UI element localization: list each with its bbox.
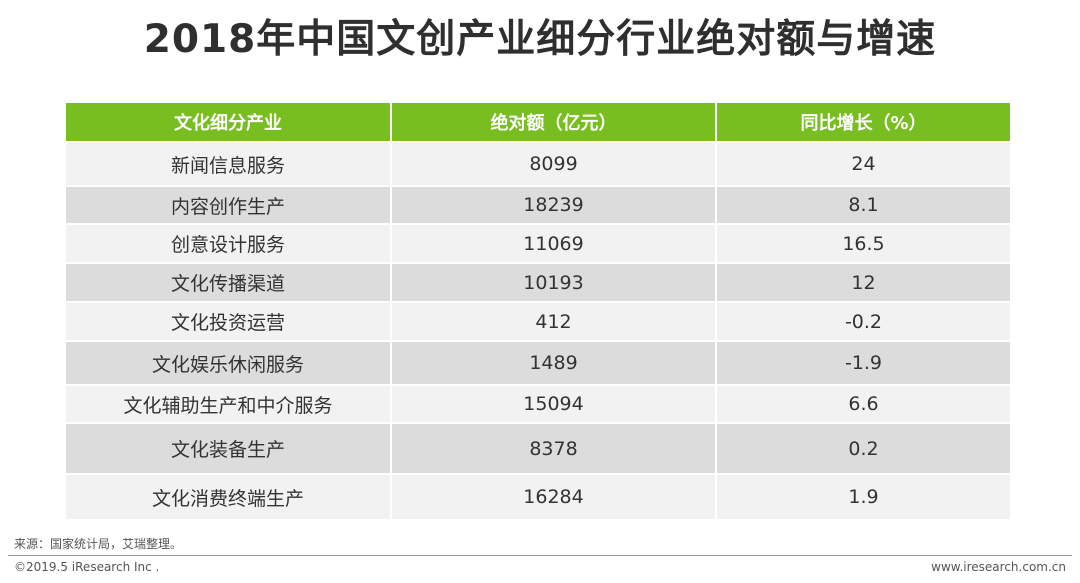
column-header-amount: 绝对额（亿元） <box>392 103 717 141</box>
table-row: 文化传播渠道 10193 12 <box>66 262 1010 301</box>
website-text: www.iresearch.com.cn <box>931 560 1066 574</box>
cell-amount: 412 <box>392 301 717 340</box>
cell-growth: -0.2 <box>717 301 1010 340</box>
cell-growth: 6.6 <box>717 384 1010 422</box>
cell-amount: 8099 <box>392 141 717 185</box>
cell-amount: 1489 <box>392 340 717 384</box>
table-row: 新闻信息服务 8099 24 <box>66 141 1010 185</box>
cell-growth: 12 <box>717 262 1010 301</box>
table-row: 创意设计服务 11069 16.5 <box>66 223 1010 262</box>
cell-industry: 文化消费终端生产 <box>66 473 392 519</box>
cell-amount: 11069 <box>392 223 717 262</box>
table-row: 文化消费终端生产 16284 1.9 <box>66 473 1010 519</box>
cell-growth: -1.9 <box>717 340 1010 384</box>
cell-industry: 文化装备生产 <box>66 422 392 473</box>
cell-industry: 创意设计服务 <box>66 223 392 262</box>
cell-amount: 10193 <box>392 262 717 301</box>
cell-amount: 15094 <box>392 384 717 422</box>
cell-industry: 内容创作生产 <box>66 185 392 223</box>
cell-industry: 文化投资运营 <box>66 301 392 340</box>
footer-divider <box>8 555 1072 556</box>
table-row: 文化投资运营 412 -0.2 <box>66 301 1010 340</box>
table-row: 文化装备生产 8378 0.2 <box>66 422 1010 473</box>
cell-industry: 新闻信息服务 <box>66 141 392 185</box>
table-row: 内容创作生产 18239 8.1 <box>66 185 1010 223</box>
cell-growth: 8.1 <box>717 185 1010 223</box>
table-row: 文化娱乐休闲服务 1489 -1.9 <box>66 340 1010 384</box>
table-row: 文化辅助生产和中介服务 15094 6.6 <box>66 384 1010 422</box>
cell-industry: 文化娱乐休闲服务 <box>66 340 392 384</box>
cell-industry: 文化辅助生产和中介服务 <box>66 384 392 422</box>
copyright-text: ©2019.5 iResearch Inc . <box>14 560 160 574</box>
cell-growth: 0.2 <box>717 422 1010 473</box>
cell-growth: 1.9 <box>717 473 1010 519</box>
column-header-growth: 同比增长（%） <box>717 103 1010 141</box>
cell-growth: 16.5 <box>717 223 1010 262</box>
page-title: 2018年中国文创产业细分行业绝对额与增速 <box>143 17 937 62</box>
source-note: 来源：国家统计局，艾瑞整理。 <box>14 537 183 551</box>
data-table: 文化细分产业 绝对额（亿元） 同比增长（%） 新闻信息服务 8099 24 内容创作生… <box>66 103 1010 519</box>
table-body: 新闻信息服务 8099 24 内容创作生产 18239 8.1 创意设计服务 11069 16.… <box>66 141 1010 519</box>
column-header-industry: 文化细分产业 <box>66 103 392 141</box>
cell-amount: 8378 <box>392 422 717 473</box>
cell-amount: 18239 <box>392 185 717 223</box>
cell-growth: 24 <box>717 141 1010 185</box>
cell-amount: 16284 <box>392 473 717 519</box>
cell-industry: 文化传播渠道 <box>66 262 392 301</box>
table-header-row: 文化细分产业 绝对额（亿元） 同比增长（%） <box>66 103 1010 141</box>
